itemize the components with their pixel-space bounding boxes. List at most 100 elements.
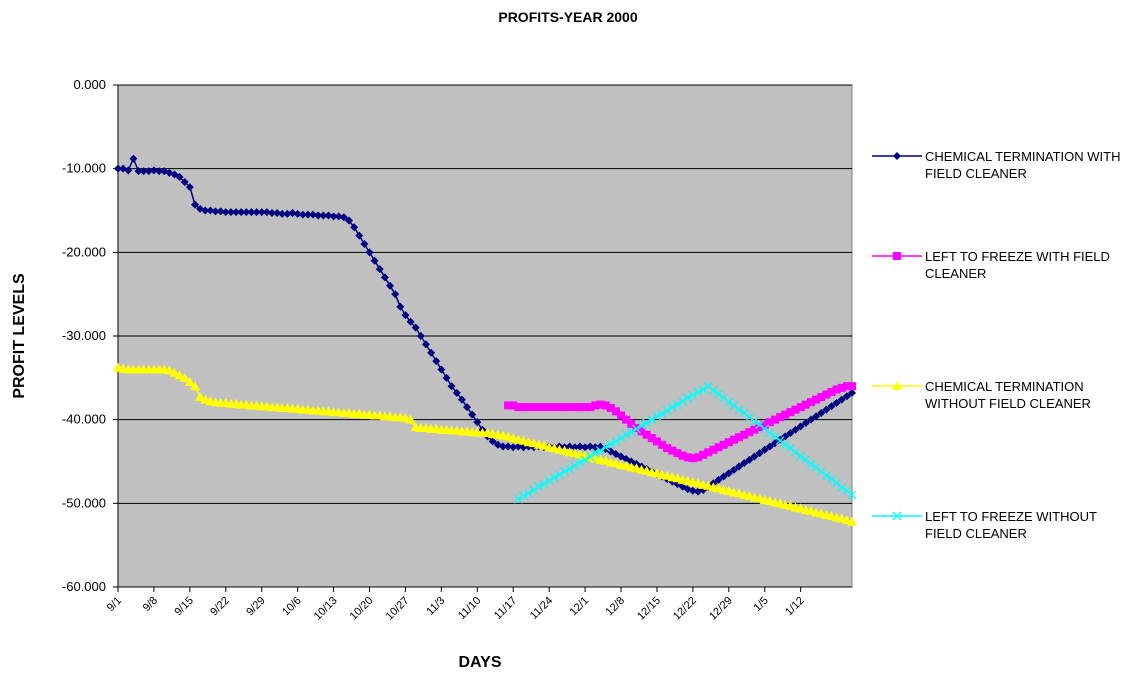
data-point [735, 462, 744, 471]
data-point [580, 455, 590, 465]
legend-label: LEFT TO FREEZE WITHOUT FIELD CLEANER [925, 509, 1097, 541]
data-point [252, 208, 261, 217]
data-point [688, 390, 698, 400]
x-tick-label: 10/6 [280, 595, 304, 619]
data-point [693, 387, 703, 397]
x-tick-label: 11/24 [528, 595, 555, 622]
data-point [657, 409, 667, 419]
data-point [801, 419, 810, 428]
data-point [596, 446, 605, 456]
data-point [765, 428, 775, 438]
data-point [334, 212, 343, 221]
data-point [513, 494, 523, 504]
data-point [770, 431, 780, 441]
data-point [174, 370, 185, 380]
data-point [755, 449, 764, 458]
data-point [617, 411, 626, 420]
data-point [309, 210, 318, 219]
data-point [534, 403, 543, 412]
data-point [847, 516, 857, 526]
data-point [806, 415, 815, 424]
legend-label: CHEMICAL TERMINATION WITH FIELD CLEANER [925, 149, 1121, 181]
data-point [781, 410, 790, 419]
data-point [750, 425, 759, 434]
data-point [247, 208, 256, 217]
data-point [739, 408, 749, 418]
data-point [283, 209, 292, 218]
data-point [586, 442, 595, 451]
data-point [473, 418, 482, 427]
data-point [745, 455, 754, 464]
data-point [729, 400, 739, 410]
data-point [724, 397, 734, 407]
y-tick-label: -30.000 [62, 328, 106, 343]
data-point [812, 412, 821, 421]
data-point [827, 402, 836, 411]
data-point [411, 323, 420, 332]
data-point [806, 398, 815, 407]
data-point [647, 434, 656, 443]
data-point [545, 403, 554, 412]
x-tick-label: 12/15 [635, 595, 663, 623]
data-point [555, 403, 564, 412]
data-point [416, 332, 425, 340]
data-point [509, 401, 518, 410]
data-point [298, 210, 307, 219]
data-point [724, 469, 733, 478]
data-point [591, 443, 600, 452]
data-point [534, 482, 544, 492]
x-tick-label: 10/20 [348, 595, 376, 623]
data-point [791, 405, 800, 414]
data-point [801, 455, 811, 465]
data-point [585, 452, 595, 461]
data-point [221, 208, 230, 217]
data-point [729, 435, 738, 444]
data-point [683, 393, 693, 403]
data-point [812, 395, 821, 404]
y-tick-label: -50.000 [62, 495, 106, 510]
data-point [344, 216, 353, 225]
data-point [129, 154, 138, 163]
data-point [601, 442, 611, 452]
data-point [765, 418, 774, 427]
data-point [314, 211, 323, 220]
x-tick-label: 1/12 [783, 595, 807, 619]
data-point [709, 445, 718, 454]
data-point [771, 415, 780, 424]
data-point [406, 317, 415, 326]
data-point [780, 440, 790, 450]
data-point [842, 486, 852, 496]
data-point [554, 470, 564, 480]
data-point [611, 436, 621, 446]
data-point [488, 437, 497, 446]
data-point [694, 453, 703, 462]
data-point [708, 385, 718, 395]
data-point [262, 208, 271, 217]
data-point [827, 388, 836, 397]
data-point [765, 442, 774, 451]
data-point [303, 210, 312, 219]
data-point [755, 420, 765, 430]
data-point [832, 398, 841, 407]
data-point [822, 405, 831, 414]
data-point [631, 424, 641, 434]
data-point [724, 438, 733, 447]
data-point [801, 400, 810, 409]
data-point [237, 208, 246, 217]
data-point [370, 256, 379, 265]
data-point [796, 422, 805, 431]
data-point [662, 406, 672, 415]
data-point [776, 413, 785, 422]
data-point [719, 472, 728, 481]
x-tick-label: 1/5 [752, 595, 771, 614]
data-point [699, 450, 708, 459]
data-point [180, 178, 189, 187]
data-point [405, 414, 416, 424]
data-point [189, 381, 200, 391]
data-point [734, 405, 744, 415]
x-tick-label: 9/15 [172, 595, 196, 619]
data-point [842, 392, 851, 401]
data-point [601, 401, 610, 410]
data-point [324, 211, 333, 220]
data-point [688, 486, 697, 495]
